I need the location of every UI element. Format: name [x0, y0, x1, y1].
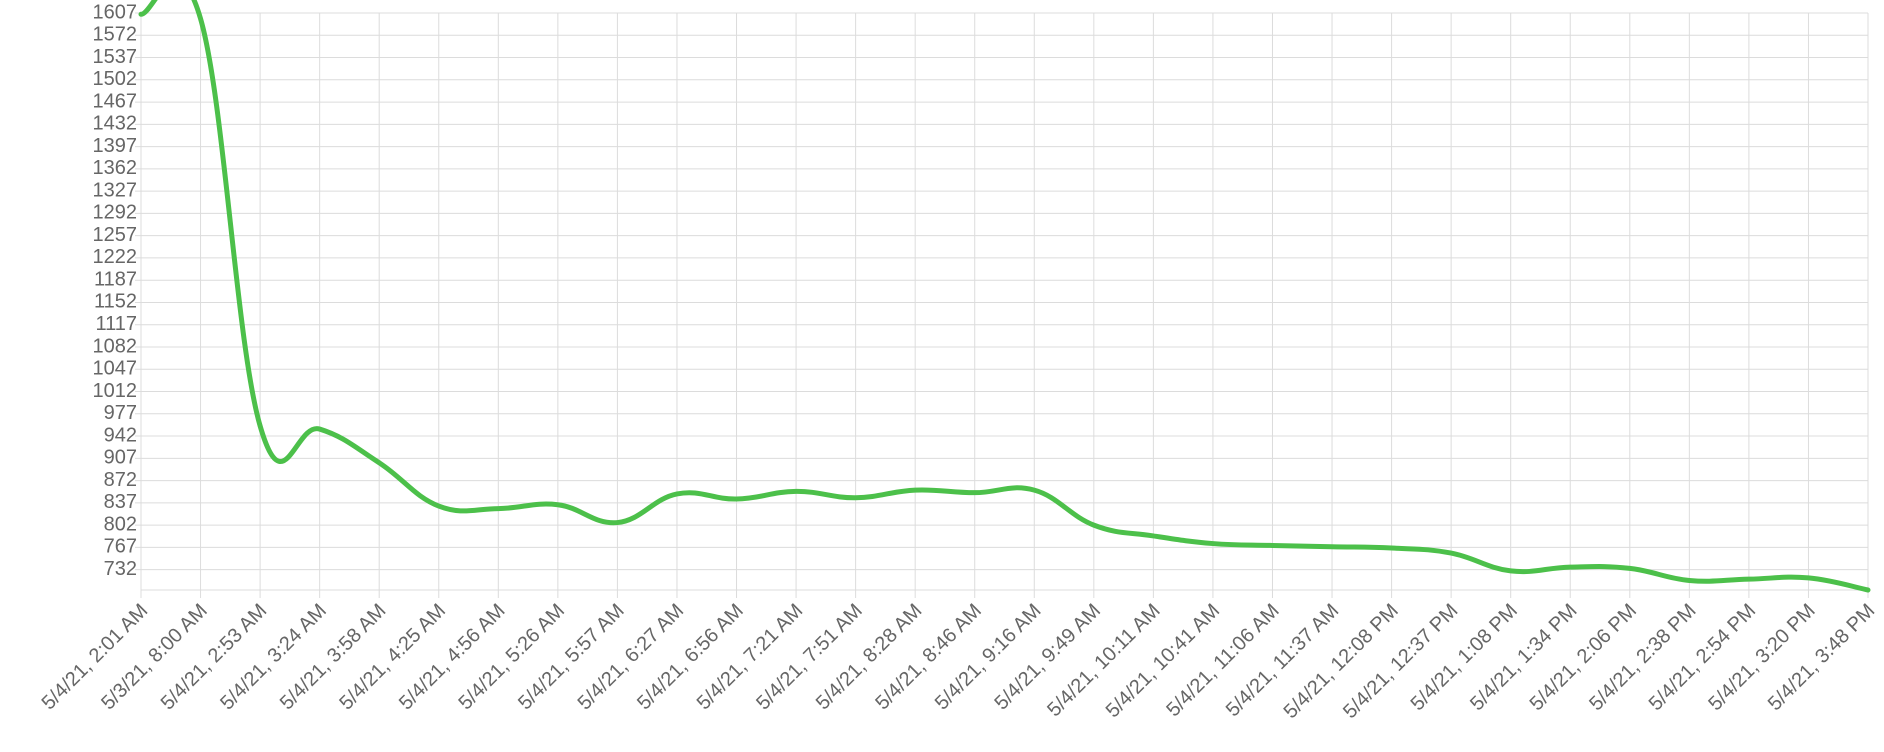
y-tick-label: 1222 [93, 246, 138, 268]
x-tick-label: 5/4/21, 1:08 PM [1407, 600, 1522, 715]
y-tick-label: 1362 [93, 157, 138, 179]
x-tick-label: 5/4/21, 1:34 PM [1466, 600, 1581, 715]
y-tick-label: 1327 [93, 179, 138, 201]
y-tick-label: 732 [104, 558, 137, 580]
y-tick-label: 1187 [94, 268, 137, 290]
x-tick-label: 5/4/21, 2:53 AM [157, 600, 272, 715]
x-tick-label: 5/4/21, 3:20 PM [1704, 600, 1819, 715]
x-tick-label: 5/4/21, 3:24 AM [216, 600, 331, 715]
x-tick-label: 5/4/21, 5:26 AM [455, 600, 570, 715]
x-tick-label: 5/4/21, 2:54 PM [1645, 600, 1760, 715]
y-tick-label: 802 [104, 513, 137, 535]
y-tick-label: 1537 [93, 46, 138, 68]
x-tick-label: 5/4/21, 3:58 AM [276, 600, 391, 715]
y-tick-label: 1012 [93, 380, 138, 402]
y-tick-label: 1607 [93, 1, 138, 23]
x-tick-label: 5/4/21, 9:49 AM [990, 600, 1105, 715]
y-tick-label: 1572 [93, 24, 138, 46]
y-tick-label: 942 [104, 424, 137, 446]
x-tick-label: 5/4/21, 2:38 PM [1585, 600, 1700, 715]
y-tick-label: 1432 [93, 113, 138, 135]
x-tick-label: 5/3/21, 8:00 AM [97, 600, 212, 715]
y-tick-label: 1502 [93, 68, 138, 90]
x-tick-label: 5/4/21, 11:37 AM [1222, 600, 1343, 721]
x-tick-label: 5/4/21, 2:06 PM [1526, 600, 1641, 715]
x-tick-label: 5/4/21, 7:21 AM [693, 600, 808, 715]
x-tick-label: 5/4/21, 8:46 AM [871, 600, 986, 715]
line-series [138, 0, 1871, 593]
x-tick-label: 5/4/21, 3:48 PM [1764, 600, 1879, 715]
x-tick-label: 5/4/21, 6:27 AM [574, 600, 689, 715]
y-tick-label: 872 [104, 469, 137, 491]
x-tick-label: 5/4/21, 6:56 AM [633, 600, 748, 715]
y-tick-label: 907 [104, 447, 137, 469]
x-tick-label: 5/4/21, 4:56 AM [395, 600, 510, 715]
x-tick-label: 5/4/21, 10:11 AM [1043, 600, 1164, 721]
y-tick-label: 977 [104, 402, 137, 424]
y-tick-label: 1082 [93, 335, 138, 357]
x-tick-label: 5/4/21, 2:01 AM [38, 600, 153, 715]
y-tick-label: 1292 [93, 202, 138, 224]
y-tick-label: 1047 [93, 358, 138, 380]
y-tick-label: 767 [104, 536, 137, 558]
x-tick-label: 5/4/21, 11:06 AM [1162, 600, 1283, 721]
x-tick-label: 5/4/21, 7:51 AM [752, 600, 867, 715]
x-tick-label: 5/4/21, 8:28 AM [812, 600, 927, 715]
y-tick-label: 1257 [93, 224, 138, 246]
y-tick-label: 1397 [93, 135, 138, 157]
y-tick-label: 1117 [95, 313, 137, 335]
y-tick-label: 1467 [93, 90, 138, 112]
y-tick-label: 1152 [94, 291, 137, 313]
x-tick-label: 5/4/21, 9:16 AM [931, 600, 1046, 715]
x-tick-label: 5/4/21, 5:57 AM [514, 600, 629, 715]
x-tick-label: 5/4/21, 4:25 AM [335, 600, 450, 715]
y-tick-label: 837 [104, 491, 137, 513]
